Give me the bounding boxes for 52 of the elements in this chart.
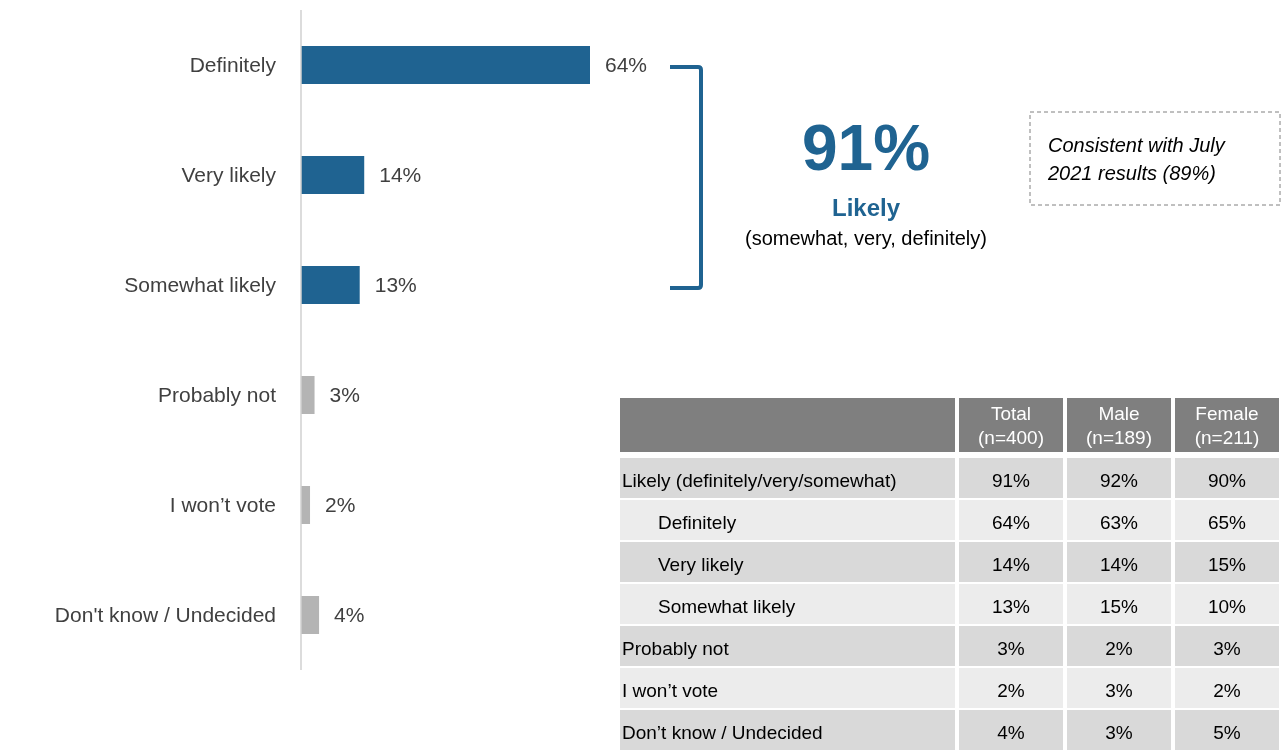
text: 5% [1213, 722, 1241, 743]
bar [301, 156, 365, 194]
category-label: Probably not [622, 638, 729, 659]
y-tick-label: Probably not [158, 383, 277, 406]
text: 65% [1207, 512, 1247, 533]
category-label: Male (n=189) [1085, 403, 1153, 448]
text: 15% [1099, 596, 1139, 617]
y-tick-label: Definitely [189, 53, 277, 76]
text: 3% [997, 638, 1025, 659]
y-tick-label: Somewhat likely [124, 273, 277, 296]
text: Consistent with July 2021 results (89%) [1047, 134, 1226, 184]
text: 3% [1105, 722, 1133, 743]
data-label: 13% [374, 273, 417, 296]
text: 63% [1099, 512, 1139, 533]
data-label: 4% [334, 603, 365, 626]
data-label: 14% [379, 163, 422, 186]
category-label: Somewhat likely [658, 596, 796, 617]
text: (somewhat, very, definitely) [745, 227, 987, 249]
text: 2% [997, 680, 1025, 701]
text: 91% [801, 112, 931, 184]
category-label: Likely (definitely/very/somewhat) [622, 470, 897, 491]
y-tick-label: I won’t vote [169, 493, 276, 516]
category-label: I won’t vote [622, 680, 719, 701]
data-label: 2% [325, 493, 356, 516]
text: 92% [1099, 470, 1139, 491]
text: 2% [1213, 680, 1241, 701]
bar [301, 266, 360, 304]
text: 14% [1099, 554, 1139, 575]
data-label: 64% [605, 53, 648, 76]
bar [301, 596, 320, 634]
text: 91% [991, 470, 1031, 491]
text: 2% [1105, 638, 1133, 659]
text: 14% [991, 554, 1031, 575]
bar [301, 46, 590, 84]
category-label: Female (n=211) [1194, 403, 1260, 448]
category-label: Very likely [658, 554, 744, 575]
text: 64% [991, 512, 1031, 533]
text: 3% [1105, 680, 1133, 701]
y-tick-label: Very likely [181, 163, 277, 186]
text: 3% [1213, 638, 1241, 659]
category-label: Total (n=400) [977, 403, 1045, 448]
y-tick-label: Don't know / Undecided [54, 603, 276, 626]
text: 10% [1207, 596, 1247, 617]
bar [301, 376, 315, 414]
text: Likely [831, 194, 901, 221]
text: 15% [1207, 554, 1247, 575]
text: 13% [991, 596, 1031, 617]
data-label: 3% [329, 383, 360, 406]
text: 4% [997, 722, 1025, 743]
text: 90% [1207, 470, 1247, 491]
category-label: Don’t know / Undecided [622, 722, 823, 743]
category-label: Definitely [658, 512, 737, 533]
